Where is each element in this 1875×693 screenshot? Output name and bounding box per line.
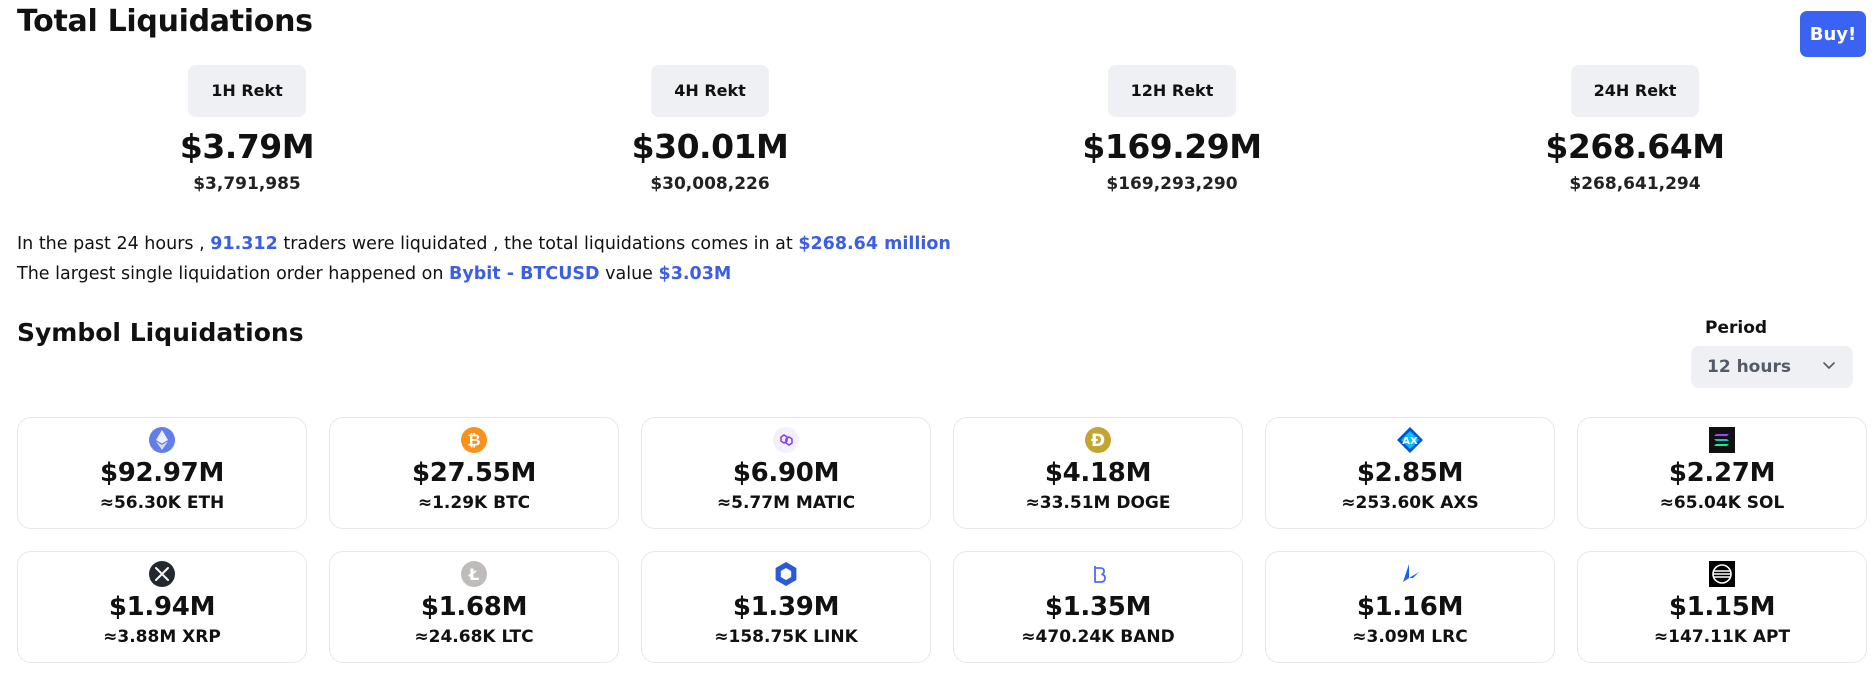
liquidation-value: $6.90M	[732, 458, 840, 488]
link-icon	[775, 562, 797, 586]
symbol-card-ltc[interactable]: Ł $1.68M ≈24.68K LTC	[329, 551, 619, 663]
liquidation-value: $1.15M	[1668, 592, 1776, 622]
coin-amount: ≈65.04K SOL	[1659, 493, 1785, 513]
sol-icon	[1709, 427, 1735, 453]
xrp-icon	[149, 561, 175, 587]
liquidation-value: $92.97M	[99, 458, 225, 488]
symbol-card-btc[interactable]: ₿ $27.55M ≈1.29K BTC	[329, 417, 619, 529]
page-title: Total Liquidations	[17, 4, 313, 39]
symbol-card-xrp[interactable]: $1.94M ≈3.88M XRP	[17, 551, 307, 663]
rekt-exact-4h: $30,008,226	[650, 174, 770, 194]
coin-amount: ≈33.51M DOGE	[1025, 493, 1171, 513]
coin-amount: ≈5.77M MATIC	[716, 493, 856, 513]
liquidation-value: $1.16M	[1356, 592, 1464, 622]
chevron-down-icon	[1821, 357, 1837, 378]
apt-icon	[1709, 561, 1735, 587]
traders-count: 91.312	[210, 234, 278, 254]
rekt-12h: 12H Rekt $169.29M $169,293,290	[1022, 65, 1322, 194]
lrc-icon	[1403, 564, 1419, 582]
summary-text: The largest single liquidation order hap…	[17, 264, 444, 284]
period-label: Period	[1705, 318, 1768, 338]
rekt-value-24h: $268.64M	[1545, 127, 1725, 166]
coin-amount: ≈158.75K LINK	[714, 627, 858, 647]
matic-icon	[773, 427, 799, 453]
coin-amount: ≈3.09M LRC	[1352, 627, 1468, 647]
summary-text: value	[605, 264, 653, 284]
rekt-value-12h: $169.29M	[1082, 127, 1262, 166]
coin-amount: ≈253.60K AXS	[1341, 493, 1479, 513]
symbol-card-doge[interactable]: Ð $4.18M ≈33.51M DOGE	[953, 417, 1243, 529]
section-title: Symbol Liquidations	[17, 318, 304, 347]
symbol-card-lrc[interactable]: $1.16M ≈3.09M LRC	[1265, 551, 1555, 663]
liquidation-value: $1.68M	[420, 592, 528, 622]
coin-amount: ≈56.30K ETH	[99, 493, 225, 513]
largest-order-value: $3.03M	[658, 264, 732, 284]
rekt-exact-12h: $169,293,290	[1106, 174, 1238, 194]
rekt-4h: 4H Rekt $30.01M $30,008,226	[560, 65, 860, 194]
band-icon	[1094, 566, 1106, 583]
liquidation-value: $2.85M	[1356, 458, 1464, 488]
summary-text: In the past 24 hours ,	[17, 234, 205, 254]
ltc-icon: Ł	[461, 561, 487, 587]
total-liquidations: $268.64 million	[798, 234, 951, 254]
symbol-card-apt[interactable]: $1.15M ≈147.11K APT	[1577, 551, 1867, 663]
liquidation-value: $2.27M	[1668, 458, 1776, 488]
liquidation-value: $1.39M	[732, 592, 840, 622]
buy-button[interactable]: Buy!	[1800, 11, 1866, 57]
rekt-pill-4h[interactable]: 4H Rekt	[651, 65, 769, 117]
symbol-card-link[interactable]: $1.39M ≈158.75K LINK	[641, 551, 931, 663]
rekt-pill-12h[interactable]: 12H Rekt	[1107, 65, 1237, 117]
coin-amount: ≈24.68K LTC	[414, 627, 534, 647]
rekt-1h: 1H Rekt $3.79M $3,791,985	[97, 65, 397, 194]
summary-line-1: In the past 24 hours , 91.312 traders we…	[17, 229, 951, 259]
rekt-exact-24h: $268,641,294	[1569, 174, 1701, 194]
liquidation-value: $4.18M	[1044, 458, 1152, 488]
svg-text:₿: ₿	[467, 431, 480, 450]
rekt-value-4h: $30.01M	[631, 127, 789, 166]
liquidation-value: $1.35M	[1044, 592, 1152, 622]
svg-text:Ł: Ł	[468, 565, 479, 584]
symbol-card-axs[interactable]: AX $2.85M ≈253.60K AXS	[1265, 417, 1555, 529]
largest-exchange-link[interactable]: Bybit - BTCUSD	[449, 264, 600, 284]
symbol-card-sol[interactable]: $2.27M ≈65.04K SOL	[1577, 417, 1867, 529]
symbol-card-matic[interactable]: $6.90M ≈5.77M MATIC	[641, 417, 931, 529]
rekt-value-1h: $3.79M	[179, 127, 315, 166]
rekt-pill-1h[interactable]: 1H Rekt	[188, 65, 306, 117]
rekt-exact-1h: $3,791,985	[193, 174, 301, 194]
coin-amount: ≈147.11K APT	[1653, 627, 1791, 647]
liquidation-value: $27.55M	[411, 458, 537, 488]
liquidation-summary: In the past 24 hours , 91.312 traders we…	[17, 229, 951, 289]
btc-icon: ₿	[461, 427, 487, 453]
period-select[interactable]: 12 hours	[1691, 346, 1853, 388]
summary-line-2: The largest single liquidation order hap…	[17, 259, 951, 289]
liquidation-value: $1.94M	[108, 592, 216, 622]
symbol-card-eth[interactable]: $92.97M ≈56.30K ETH	[17, 417, 307, 529]
summary-text: traders were liquidated , the total liqu…	[283, 234, 793, 254]
period-value: 12 hours	[1707, 357, 1791, 377]
symbol-card-band[interactable]: $1.35M ≈470.24K BAND	[953, 551, 1243, 663]
rekt-pill-24h[interactable]: 24H Rekt	[1570, 65, 1700, 117]
rekt-24h: 24H Rekt $268.64M $268,641,294	[1485, 65, 1785, 194]
axs-icon: AX	[1397, 427, 1423, 453]
svg-text:Ð: Ð	[1091, 431, 1105, 451]
coin-amount: ≈1.29K BTC	[417, 493, 531, 513]
doge-icon: Ð	[1085, 427, 1111, 453]
svg-text:AX: AX	[1402, 436, 1418, 447]
coin-amount: ≈3.88M XRP	[103, 627, 221, 647]
coin-amount: ≈470.24K BAND	[1021, 627, 1175, 647]
eth-icon	[149, 427, 175, 453]
